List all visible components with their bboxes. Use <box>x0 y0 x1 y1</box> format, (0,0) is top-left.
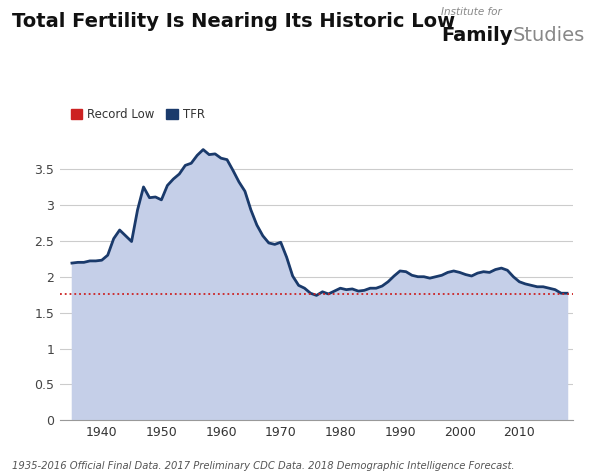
Text: 1935-2016 Official Final Data. 2017 Preliminary CDC Data. 2018 Demographic Intel: 1935-2016 Official Final Data. 2017 Prel… <box>12 461 515 471</box>
Text: Family: Family <box>441 26 512 45</box>
Text: Institute for: Institute for <box>441 7 502 17</box>
Text: Total Fertility Is Nearing Its Historic Low: Total Fertility Is Nearing Its Historic … <box>12 12 455 31</box>
Legend: Record Low, TFR: Record Low, TFR <box>66 103 209 126</box>
Text: Studies: Studies <box>513 26 585 45</box>
